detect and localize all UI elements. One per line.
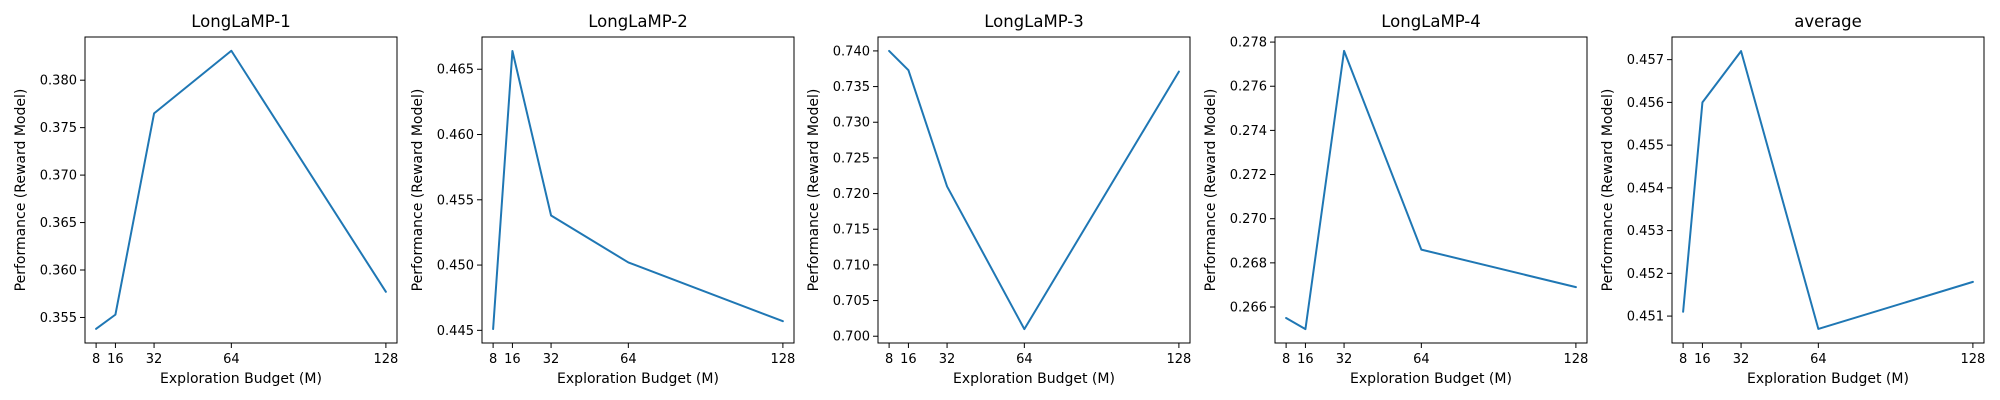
panel-title: LongLaMP-3 [984, 12, 1084, 31]
y-tick-label: 0.735 [833, 80, 870, 95]
y-tick-label: 0.445 [437, 324, 474, 339]
panel-1: LongLaMP-1 8 16 32 64 128 0.355 0.360 0.365 0.370… [13, 12, 398, 387]
y-tick-label: 0.451 [1627, 310, 1664, 325]
x-tick-label: 8 [1282, 352, 1290, 367]
x-axis-label: Exploration Budget (M) [1350, 371, 1512, 387]
x-tick-label: 32 [543, 352, 560, 367]
y-tick-label: 0.454 [1627, 181, 1664, 196]
y-tick-label: 0.274 [1230, 124, 1267, 139]
x-tick-label: 8 [1679, 352, 1687, 367]
y-tick-label: 0.375 [40, 121, 77, 136]
x-tick-label: 64 [620, 352, 637, 367]
panel-title: average [1794, 12, 1862, 31]
y-tick-label: 0.453 [1627, 224, 1664, 239]
x-tick-label: 128 [1166, 352, 1191, 367]
y-tick-label: 0.370 [40, 169, 77, 184]
x-tick-label: 128 [1563, 352, 1588, 367]
plot-frame [481, 36, 795, 344]
x-axis-label: Exploration Budget (M) [1747, 371, 1909, 387]
y-tick-label: 0.380 [40, 74, 77, 89]
x-tick-label: 16 [900, 352, 917, 367]
y-axis-label: Performance (Reward Model) [410, 89, 426, 292]
y-tick-label: 0.450 [437, 259, 474, 274]
x-tick-label: 64 [1413, 352, 1430, 367]
y-tick-label: 0.272 [1230, 168, 1267, 183]
x-tick-label: 8 [885, 352, 893, 367]
y-tick-label: 0.365 [40, 216, 77, 231]
y-tick-label: 0.360 [40, 264, 77, 279]
y-tick-label: 0.725 [833, 151, 870, 166]
x-tick-label: 32 [1336, 352, 1353, 367]
x-tick-label: 16 [504, 352, 521, 367]
x-tick-label: 64 [223, 352, 240, 367]
panel-2: LongLaMP-2 8 16 32 64 128 0.445 0.450 0.455 0.460… [410, 12, 795, 387]
panel-title: LongLaMP-2 [588, 12, 688, 31]
series-line [888, 49, 1180, 331]
x-tick-label: 16 [1694, 352, 1711, 367]
y-tick-label: 0.455 [1627, 139, 1664, 154]
series-line [492, 49, 784, 331]
y-tick-label: 0.730 [833, 116, 870, 131]
plot-frame [84, 36, 398, 344]
y-tick-label: 0.720 [833, 187, 870, 202]
y-tick-label: 0.705 [833, 294, 870, 309]
x-tick-label: 16 [107, 352, 124, 367]
y-tick-label: 0.460 [437, 128, 474, 143]
x-tick-label: 32 [146, 352, 163, 367]
x-tick-label: 128 [770, 352, 795, 367]
y-tick-label: 0.266 [1230, 301, 1267, 316]
y-tick-label: 0.740 [833, 44, 870, 59]
y-tick-label: 0.268 [1230, 256, 1267, 271]
y-axis-label: Performance (Reward Model) [13, 89, 29, 292]
series-line [95, 49, 387, 330]
y-axis-label: Performance (Reward Model) [1600, 89, 1616, 292]
x-axis-label: Exploration Budget (M) [953, 371, 1115, 387]
series-line [1682, 50, 1974, 330]
y-tick-label: 0.276 [1230, 80, 1267, 95]
x-tick-label: 128 [373, 352, 398, 367]
plot-frame [877, 36, 1191, 344]
x-tick-label: 64 [1016, 352, 1033, 367]
y-tick-label: 0.270 [1230, 212, 1267, 227]
y-axis-label: Performance (Reward Model) [1203, 89, 1219, 292]
y-tick-label: 0.452 [1627, 267, 1664, 282]
y-tick-label: 0.457 [1627, 53, 1664, 68]
y-axis-label: Performance (Reward Model) [806, 89, 822, 292]
y-tick-label: 0.710 [833, 258, 870, 273]
x-tick-label: 16 [1297, 352, 1314, 367]
y-tick-label: 0.465 [437, 63, 474, 78]
plot-frame [1671, 36, 1985, 344]
x-tick-label: 128 [1960, 352, 1985, 367]
panel-3: LongLaMP-3 8 16 32 64 128 0.700 0.705 0.710 0.715… [806, 12, 1191, 387]
y-tick-label: 0.456 [1627, 96, 1664, 111]
y-tick-label: 0.455 [437, 193, 474, 208]
y-tick-label: 0.278 [1230, 36, 1267, 51]
panel-5: average 8 16 32 64 128 0.451 0.452 0.453 0.454 0.4… [1600, 12, 1985, 387]
x-axis-label: Exploration Budget (M) [160, 371, 322, 387]
series-line [1285, 49, 1577, 331]
y-tick-label: 0.715 [833, 223, 870, 238]
panel-title: LongLaMP-4 [1381, 12, 1481, 31]
x-tick-label: 32 [939, 352, 956, 367]
x-axis-label: Exploration Budget (M) [557, 371, 719, 387]
x-tick-label: 8 [489, 352, 497, 367]
y-tick-label: 0.355 [40, 311, 77, 326]
panel-4: LongLaMP-4 8 16 32 64 128 0.266 0.268 0.270 0.272… [1203, 12, 1588, 387]
panel-title: LongLaMP-1 [191, 12, 291, 31]
y-tick-label: 0.700 [833, 330, 870, 345]
x-tick-label: 64 [1810, 352, 1827, 367]
x-tick-label: 8 [92, 352, 100, 367]
plot-frame [1274, 36, 1588, 344]
x-tick-label: 32 [1733, 352, 1750, 367]
